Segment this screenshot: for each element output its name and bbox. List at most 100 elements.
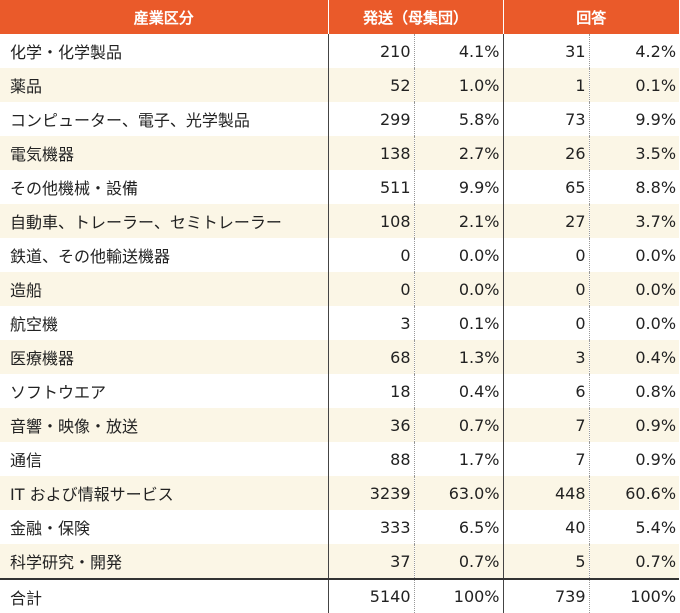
sent-percent: 0.1% bbox=[413, 306, 504, 340]
table-header: 産業区分 発送（母集団） 回答 bbox=[0, 0, 680, 34]
sent-count: 138 bbox=[327, 136, 414, 170]
sent-count: 18 bbox=[327, 374, 414, 408]
total-row: 合計 5140 100% 739 100% bbox=[0, 578, 680, 613]
sent-percent: 1.7% bbox=[413, 442, 504, 476]
response-percent: 0.0% bbox=[588, 306, 680, 340]
response-count: 26 bbox=[502, 136, 590, 170]
industry-name: 薬品 bbox=[0, 68, 328, 102]
industry-name: その他機械・設備 bbox=[0, 170, 328, 204]
response-count: 65 bbox=[502, 170, 590, 204]
sent-count: 210 bbox=[327, 34, 414, 68]
industry-name: 金融・保険 bbox=[0, 510, 328, 544]
table-row: 鉄道、その他輸送機器 0 0.0% 0 0.0% bbox=[0, 238, 680, 272]
table-row: 薬品 52 1.0% 1 0.1% bbox=[0, 68, 680, 102]
sent-count: 333 bbox=[327, 510, 414, 544]
sent-percent: 6.5% bbox=[413, 510, 504, 544]
table-row: 航空機 3 0.1% 0 0.0% bbox=[0, 306, 680, 340]
sent-count: 3 bbox=[327, 306, 414, 340]
sent-percent: 63.0% bbox=[413, 476, 504, 510]
sent-percent: 2.1% bbox=[413, 204, 504, 238]
response-count: 73 bbox=[502, 102, 590, 136]
response-count: 1 bbox=[502, 68, 590, 102]
response-count: 0 bbox=[502, 238, 590, 272]
table-row: 造船 0 0.0% 0 0.0% bbox=[0, 272, 680, 306]
response-count: 448 bbox=[502, 476, 590, 510]
industry-name: 自動車、トレーラー、セミトレーラー bbox=[0, 204, 328, 238]
industry-name: 通信 bbox=[0, 442, 328, 476]
sent-count: 88 bbox=[327, 442, 414, 476]
table-row: 音響・映像・放送 36 0.7% 7 0.9% bbox=[0, 408, 680, 442]
response-percent: 60.6% bbox=[588, 476, 680, 510]
sent-percent: 1.0% bbox=[413, 68, 504, 102]
table-row: 金融・保険 333 6.5% 40 5.4% bbox=[0, 510, 680, 544]
response-percent: 0.7% bbox=[588, 544, 680, 579]
industry-name: 電気機器 bbox=[0, 136, 328, 170]
sent-count: 52 bbox=[327, 68, 414, 102]
industry-name: 化学・化学製品 bbox=[0, 34, 328, 68]
header-category: 産業区分 bbox=[0, 0, 328, 34]
response-percent: 8.8% bbox=[588, 170, 680, 204]
table-row: その他機械・設備 511 9.9% 65 8.8% bbox=[0, 170, 680, 204]
industry-name: 航空機 bbox=[0, 306, 328, 340]
sent-percent: 4.1% bbox=[413, 34, 504, 68]
response-count: 7 bbox=[502, 408, 590, 442]
response-percent: 4.2% bbox=[588, 34, 680, 68]
sent-percent: 1.3% bbox=[413, 340, 504, 374]
table-row: 電気機器 138 2.7% 26 3.5% bbox=[0, 136, 680, 170]
table-row: 化学・化学製品 210 4.1% 31 4.2% bbox=[0, 34, 680, 68]
industry-name: ソフトウエア bbox=[0, 374, 328, 408]
industry-name: 鉄道、その他輸送機器 bbox=[0, 238, 328, 272]
sent-count: 108 bbox=[327, 204, 414, 238]
response-percent: 0.0% bbox=[588, 272, 680, 306]
industry-name: 科学研究・開発 bbox=[0, 544, 328, 579]
industry-name: 造船 bbox=[0, 272, 328, 306]
sent-percent: 5.8% bbox=[413, 102, 504, 136]
header-response: 回答 bbox=[502, 0, 680, 34]
response-percent: 5.4% bbox=[588, 510, 680, 544]
response-percent: 0.9% bbox=[588, 408, 680, 442]
response-percent: 0.1% bbox=[588, 68, 680, 102]
response-count: 3 bbox=[502, 340, 590, 374]
sent-percent: 0.0% bbox=[413, 238, 504, 272]
sent-count: 0 bbox=[327, 238, 414, 272]
response-count: 27 bbox=[502, 204, 590, 238]
response-count: 5 bbox=[502, 544, 590, 579]
sent-percent: 9.9% bbox=[413, 170, 504, 204]
response-count: 0 bbox=[502, 272, 590, 306]
header-row: 産業区分 発送（母集団） 回答 bbox=[0, 0, 680, 34]
sent-count: 3239 bbox=[327, 476, 414, 510]
total-label: 合計 bbox=[0, 578, 328, 613]
table-row: コンピューター、電子、光学製品 299 5.8% 73 9.9% bbox=[0, 102, 680, 136]
response-count: 6 bbox=[502, 374, 590, 408]
response-count: 0 bbox=[502, 306, 590, 340]
table-row: 自動車、トレーラー、セミトレーラー 108 2.1% 27 3.7% bbox=[0, 204, 680, 238]
table-row: 科学研究・開発 37 0.7% 5 0.7% bbox=[0, 544, 680, 579]
sent-percent: 0.7% bbox=[413, 408, 504, 442]
table-row: 通信 88 1.7% 7 0.9% bbox=[0, 442, 680, 476]
sent-count: 511 bbox=[327, 170, 414, 204]
response-percent: 3.5% bbox=[588, 136, 680, 170]
table-row: 医療機器 68 1.3% 3 0.4% bbox=[0, 340, 680, 374]
sent-count: 0 bbox=[327, 272, 414, 306]
industry-name: 医療機器 bbox=[0, 340, 328, 374]
sent-percent: 0.4% bbox=[413, 374, 504, 408]
response-percent: 0.0% bbox=[588, 238, 680, 272]
industry-name: コンピューター、電子、光学製品 bbox=[0, 102, 328, 136]
total-sent-pct: 100% bbox=[413, 578, 504, 613]
sent-count: 299 bbox=[327, 102, 414, 136]
response-count: 7 bbox=[502, 442, 590, 476]
sent-percent: 0.0% bbox=[413, 272, 504, 306]
sent-count: 37 bbox=[327, 544, 414, 579]
sent-percent: 2.7% bbox=[413, 136, 504, 170]
industry-name: 音響・映像・放送 bbox=[0, 408, 328, 442]
response-percent: 0.8% bbox=[588, 374, 680, 408]
response-count: 40 bbox=[502, 510, 590, 544]
response-count: 31 bbox=[502, 34, 590, 68]
total-response-count: 739 bbox=[502, 578, 590, 613]
industry-name: IT および情報サービス bbox=[0, 476, 328, 510]
total-sent-count: 5140 bbox=[327, 578, 414, 613]
sent-percent: 0.7% bbox=[413, 544, 504, 579]
response-percent: 0.4% bbox=[588, 340, 680, 374]
response-percent: 3.7% bbox=[588, 204, 680, 238]
